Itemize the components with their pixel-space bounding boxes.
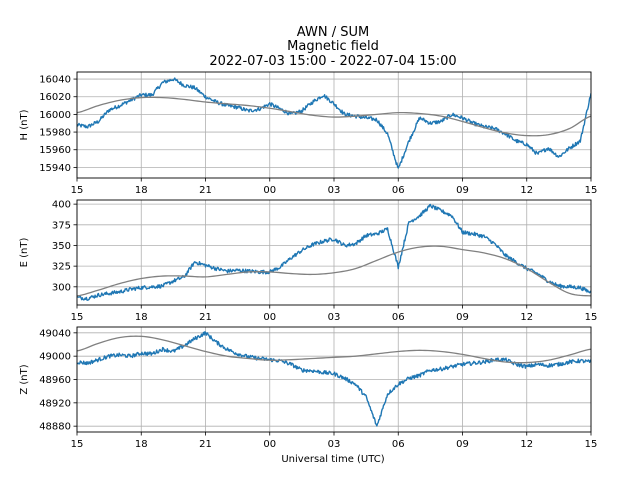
x-tick-label-h-3: 00 (263, 185, 276, 196)
y-tick-label-e-4: 400 (52, 200, 71, 211)
x-tick-label-h-4: 03 (328, 185, 341, 196)
x-tick-label-h-0: 15 (71, 185, 84, 196)
x-tick-label-e-4: 03 (328, 312, 341, 323)
x-tick-label-z-3: 00 (263, 439, 276, 450)
x-tick-label-e-8: 15 (585, 312, 598, 323)
y-tick-label-z-3: 49000 (39, 352, 71, 363)
chart-title-line-3: 2022-07-03 15:00 - 2022-07-04 15:00 (209, 54, 456, 69)
panel-z: 15 18 21 00 03 06 09 12 154888048920489604900049… (19, 326, 598, 450)
y-axis-label-z: Z (nT) (19, 364, 30, 394)
x-tick-label-e-3: 00 (263, 312, 276, 323)
y-tick-label-h-0: 15940 (39, 163, 71, 174)
y-tick-label-e-0: 300 (52, 282, 71, 293)
y-tick-label-e-2: 350 (52, 241, 71, 252)
x-tick-label-z-2: 21 (199, 439, 212, 450)
x-tick-label-e-5: 06 (392, 312, 405, 323)
y-tick-label-z-2: 48960 (39, 375, 71, 386)
x-tick-label-e-2: 21 (199, 312, 212, 323)
chart-title-line-2: Magnetic field (287, 39, 379, 54)
x-tick-label-h-5: 06 (392, 185, 405, 196)
series-measured-e (77, 203, 591, 301)
series-measured-h (77, 77, 591, 169)
panel-e: 15 18 21 00 03 06 09 12 15 300 325 350 375 400 E (nT) (19, 199, 598, 323)
y-tick-label-e-1: 325 (52, 262, 71, 273)
x-tick-label-z-6: 09 (456, 439, 469, 450)
y-tick-label-h-2: 15980 (39, 128, 71, 139)
y-tick-label-h-4: 16020 (39, 92, 71, 103)
y-axis-label-e: E (nT) (19, 238, 30, 268)
x-axis-label: Universal time (UTC) (281, 454, 384, 465)
x-tick-label-z-8: 15 (585, 439, 598, 450)
y-tick-label-z-1: 48920 (39, 398, 71, 409)
x-tick-label-z-7: 12 (520, 439, 533, 450)
chart-title-line-1: AWN / SUM (297, 25, 369, 40)
series-baseline-h (77, 96, 591, 137)
y-tick-label-h-3: 16000 (39, 110, 71, 121)
series-measured-z (77, 331, 591, 427)
x-tick-label-z-5: 06 (392, 439, 405, 450)
y-tick-label-z-0: 48880 (39, 422, 71, 433)
x-tick-label-z-1: 18 (135, 439, 148, 450)
x-tick-label-h-8: 15 (585, 185, 598, 196)
x-tick-label-h-2: 21 (199, 185, 212, 196)
x-tick-label-h-1: 18 (135, 185, 148, 196)
x-tick-label-h-6: 09 (456, 185, 469, 196)
y-tick-label-h-5: 16040 (39, 75, 71, 86)
x-tick-label-e-7: 12 (520, 312, 533, 323)
x-tick-label-z-4: 03 (328, 439, 341, 450)
y-tick-label-z-4: 49040 (39, 328, 71, 339)
panel-h: 15 18 21 00 03 06 09 12 151594015960159801600016… (19, 71, 598, 196)
x-tick-label-e-1: 18 (135, 312, 148, 323)
x-tick-label-e-0: 15 (71, 312, 84, 323)
panels-layer: 15 18 21 00 03 06 09 12 151594015960159801600016… (19, 71, 598, 450)
y-axis-label-h: H (nT) (19, 109, 30, 140)
x-tick-label-e-6: 09 (456, 312, 469, 323)
x-tick-label-h-7: 12 (520, 185, 533, 196)
x-tick-label-z-0: 15 (71, 439, 84, 450)
series-baseline-e (77, 245, 591, 297)
y-tick-label-h-1: 15960 (39, 145, 71, 156)
series-baseline-z (77, 335, 591, 364)
y-tick-label-e-3: 375 (52, 220, 71, 231)
